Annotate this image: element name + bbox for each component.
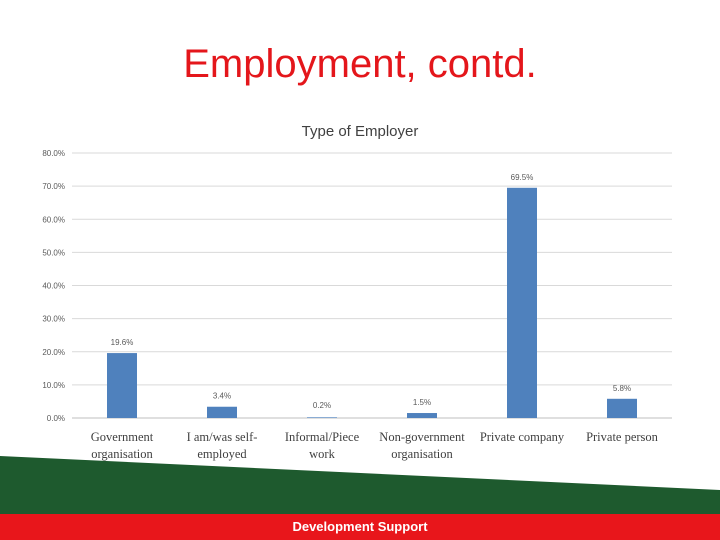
bar (307, 417, 337, 418)
x-category-label: Non-government (379, 430, 465, 444)
data-label: 19.6% (111, 338, 134, 347)
bar (107, 353, 137, 418)
x-category-label: I am/was self- (187, 430, 258, 444)
x-category-label: organisation (391, 447, 453, 461)
x-category-label: organisation (91, 447, 153, 461)
x-axis: Government organisation I am/was self-empl… (91, 430, 659, 461)
bar (607, 398, 637, 418)
bar-chart: Type of Employer 0.0% 10.0% 20.0% 30.0% 40.0… (42, 123, 672, 461)
y-axis: 0.0% 10.0% 20.0% 30.0% 40.0% 50.0% 60.0% 70.0% 8… (42, 149, 65, 423)
x-category-label: Informal/Piece (285, 430, 360, 444)
gridlines (72, 152, 672, 419)
footer-text: Development Support (292, 519, 428, 534)
y-tick-label: 10.0% (42, 381, 65, 390)
x-category-label: employed (197, 447, 247, 461)
y-tick-label: 50.0% (42, 248, 65, 257)
data-labels: 19.6% 3.4% 0.2% 1.5% 69.5% 5.8% (111, 173, 631, 410)
x-category-label: Private person (586, 430, 659, 444)
bar (507, 187, 537, 418)
bar (407, 413, 437, 418)
y-tick-label: 40.0% (42, 282, 65, 291)
footer-red-band (0, 514, 720, 540)
footer-green-band (0, 456, 720, 514)
data-label: 3.4% (213, 392, 231, 401)
x-category-label: work (309, 447, 335, 461)
bars (107, 187, 637, 418)
y-tick-label: 20.0% (42, 348, 65, 357)
data-label: 5.8% (613, 384, 631, 393)
data-label: 0.2% (313, 401, 331, 410)
data-label: 1.5% (413, 398, 431, 407)
slide-title: Employment, contd. (183, 42, 537, 86)
y-tick-label: 30.0% (42, 315, 65, 324)
chart-title: Type of Employer (302, 123, 419, 140)
x-category-label: Private company (480, 430, 565, 444)
y-tick-label: 70.0% (42, 182, 65, 191)
y-tick-label: 60.0% (42, 215, 65, 224)
data-label: 69.5% (511, 173, 534, 182)
bar (207, 406, 237, 418)
y-tick-label: 0.0% (47, 414, 65, 423)
x-category-label: Government (91, 430, 154, 444)
y-tick-label: 80.0% (42, 149, 65, 158)
